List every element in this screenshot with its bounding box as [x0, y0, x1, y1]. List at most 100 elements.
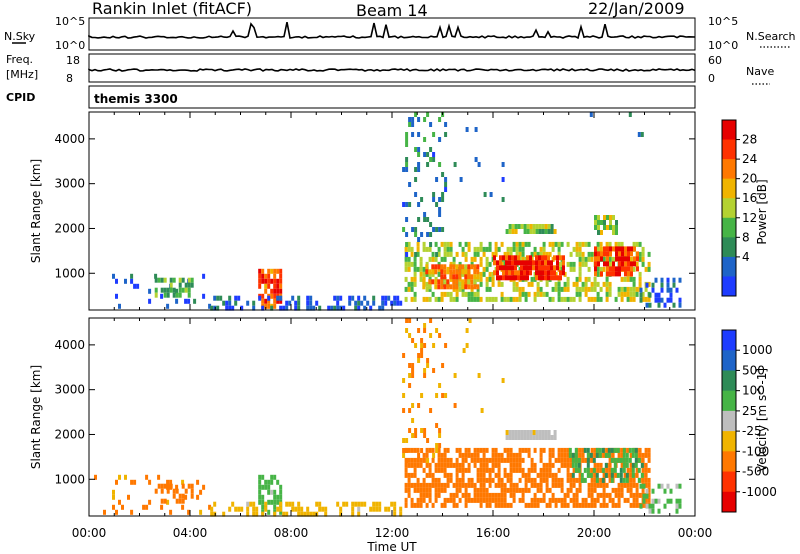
velocity-cell [596, 497, 600, 503]
velocity-cell [569, 472, 573, 478]
power-cell [470, 256, 474, 262]
power-cell [605, 286, 609, 292]
power-cell [467, 264, 471, 270]
velocity-cell [408, 383, 412, 388]
power-cell [264, 273, 268, 279]
velocity-cell [593, 472, 597, 478]
power-cell [318, 305, 322, 311]
power-cell [261, 305, 265, 311]
velocity-cell [435, 448, 439, 453]
velocity-cell [663, 503, 667, 509]
velocity-cell [477, 373, 481, 378]
velocity-cell [647, 467, 651, 473]
power-cell [550, 224, 554, 229]
power-cell [473, 256, 477, 262]
velocity-cell [435, 443, 439, 448]
power-cell [624, 246, 627, 252]
velocity-cell [593, 452, 597, 458]
velocity-cell [622, 462, 626, 468]
power-cell [606, 266, 609, 272]
velocity-cell [479, 467, 483, 473]
velocity-cell [410, 482, 414, 488]
power-cell [297, 305, 301, 311]
power-cell [615, 220, 618, 225]
velocity-cell [641, 457, 645, 463]
power-cell [413, 291, 417, 297]
colorbar-swatch [722, 256, 736, 277]
velocity-cell [357, 511, 361, 517]
power-cell [508, 229, 512, 234]
power-cell [559, 275, 562, 281]
power-cell [273, 283, 277, 289]
power-cell [279, 278, 283, 284]
velocity-cell [551, 482, 555, 488]
velocity-cell [628, 457, 632, 463]
velocity-cell [512, 467, 516, 473]
velocity-cell [420, 428, 424, 433]
power-cell [500, 261, 504, 267]
power-cell [597, 256, 600, 262]
power-cell [632, 281, 636, 287]
velocity-cell [494, 472, 498, 478]
power-cell [557, 251, 561, 257]
power-cell [404, 261, 408, 267]
velocity-cell [423, 343, 427, 348]
power-cell [512, 286, 516, 292]
power-cell [594, 215, 597, 220]
velocity-cell [651, 503, 655, 509]
power-cell [612, 230, 615, 235]
power-cell [608, 291, 612, 297]
power-cell [285, 305, 289, 311]
velocity-cell [252, 506, 256, 512]
velocity-cell [407, 487, 411, 493]
power-cell [523, 260, 526, 266]
velocity-cell [181, 498, 185, 504]
velocity-cell [617, 497, 621, 503]
velocity-cell [437, 457, 441, 463]
power-cell [297, 300, 301, 306]
velocity-cell [617, 482, 621, 488]
power-cell [596, 296, 600, 302]
velocity-cell [644, 497, 648, 503]
power-cell [563, 296, 567, 302]
velocity-cell [634, 447, 638, 453]
velocity-cell [523, 430, 527, 435]
velocity-cell [479, 492, 483, 498]
power-cell [261, 278, 265, 284]
velocity-cell [479, 462, 483, 468]
power-cell [530, 276, 534, 282]
velocity-cell [419, 457, 423, 463]
velocity-cell [569, 462, 573, 468]
power-cell [611, 256, 615, 262]
power-cell [455, 269, 459, 275]
velocity-cell [449, 472, 453, 478]
velocity-cell [533, 492, 537, 498]
power-cell [624, 261, 627, 267]
velocity-cell [270, 499, 274, 505]
velocity-cell [443, 472, 447, 478]
power-cell [532, 229, 536, 234]
velocity-cell [148, 479, 152, 485]
power-cell [609, 220, 612, 225]
power-cell [541, 275, 544, 281]
velocity-cell [416, 447, 420, 453]
power-cell [608, 241, 612, 247]
velocity-cell [596, 482, 600, 488]
power-cell [429, 242, 433, 247]
power-cell [562, 255, 565, 261]
velocity-cell [468, 318, 472, 323]
velocity-cell [611, 502, 615, 508]
power-cell [443, 251, 447, 257]
velocity-cell [422, 452, 426, 458]
power-cell [432, 197, 436, 202]
power-cell [437, 271, 441, 277]
velocity-cell [420, 338, 424, 343]
power-cell [130, 273, 134, 279]
power-cell [438, 117, 442, 122]
power-cell [638, 251, 642, 257]
power-cell [647, 266, 651, 272]
power-cell [461, 284, 465, 290]
power-cell [130, 278, 134, 284]
freq-trace [88, 68, 696, 72]
power-cell [557, 261, 561, 267]
